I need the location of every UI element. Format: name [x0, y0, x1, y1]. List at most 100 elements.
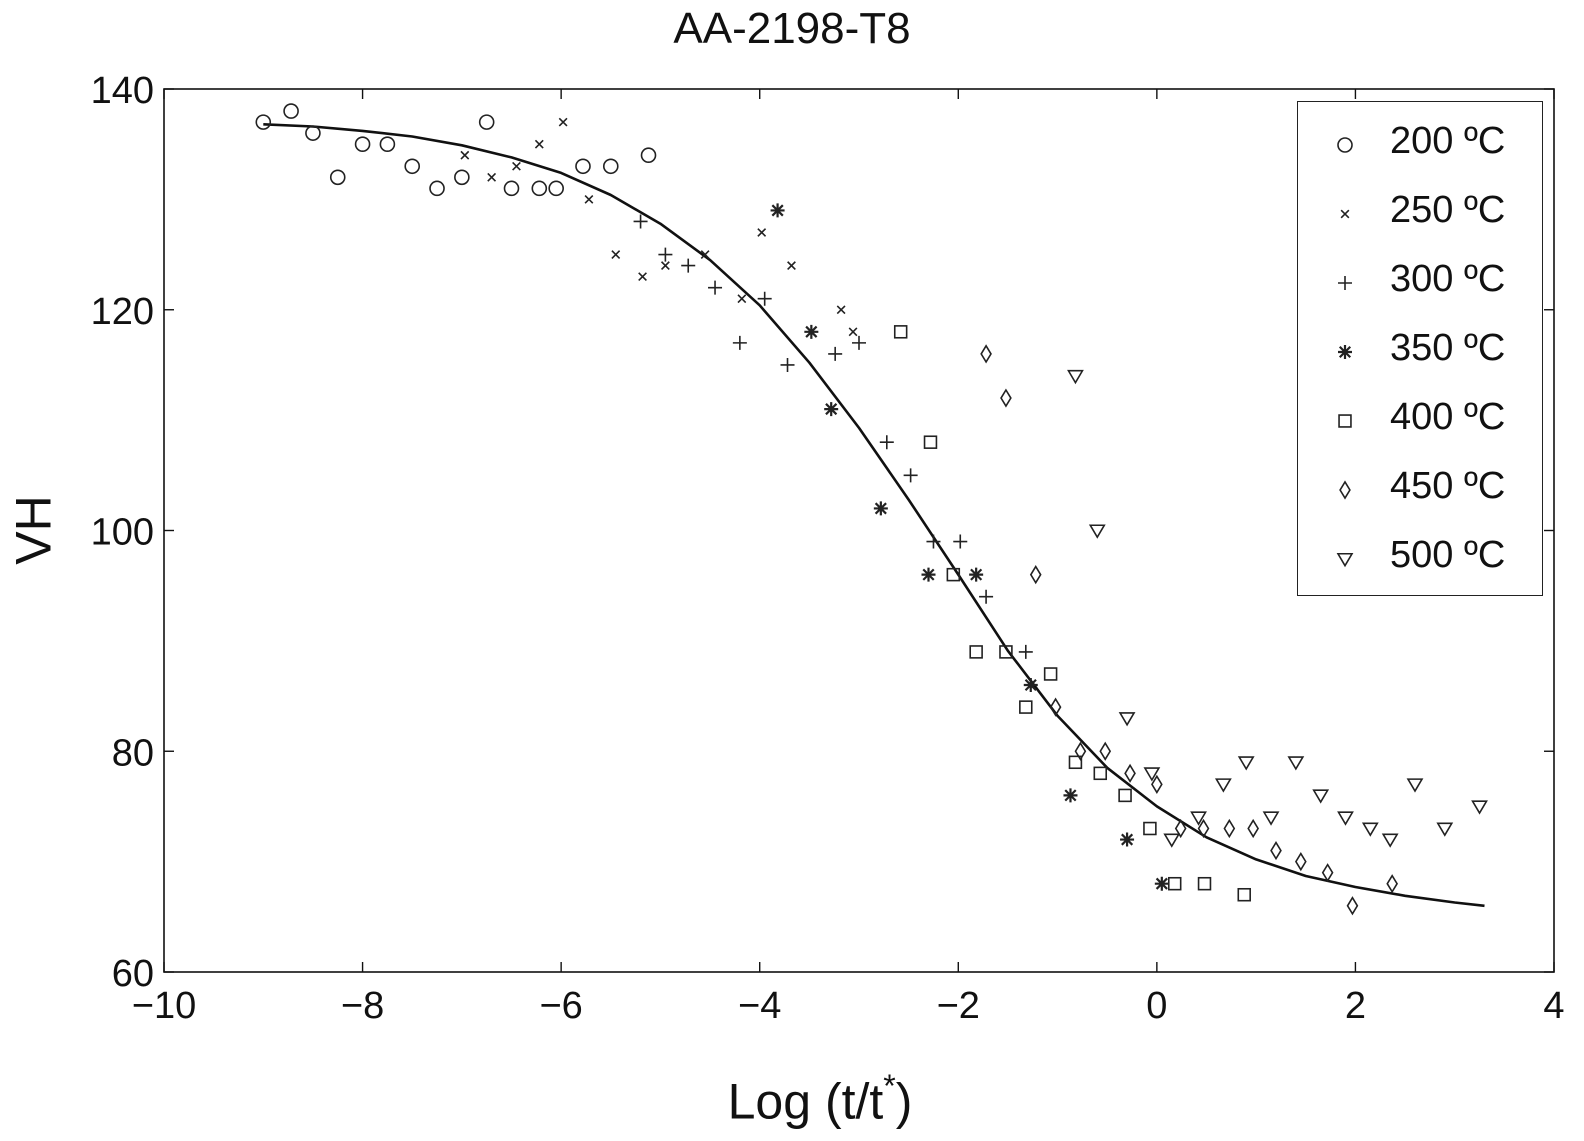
data-point-diamond — [1270, 840, 1282, 861]
data-point-square — [923, 435, 938, 449]
data-point-x — [737, 294, 747, 304]
data-point-square — [1167, 876, 1182, 891]
data-point-triangle-down — [1214, 778, 1232, 793]
legend-entry-500: 500 ºC — [1298, 528, 1544, 588]
data-point-diamond — [1197, 818, 1210, 839]
data-point-x — [584, 194, 594, 204]
data-point-x — [558, 117, 568, 127]
data-point-diamond — [1074, 741, 1087, 761]
data-point-diamond — [980, 344, 992, 364]
data-point-plus — [953, 534, 968, 549]
data-point-square — [893, 325, 908, 339]
legend-plus-marker-icon — [1338, 276, 1352, 290]
data-point-square — [1118, 788, 1132, 803]
data-point-circle — [354, 136, 371, 152]
data-point-plus — [926, 534, 941, 549]
y-axis-title: VH — [4, 490, 64, 570]
legend-label-450: 450 ºC — [1390, 465, 1506, 507]
series-star — [770, 203, 1169, 891]
data-point-diamond — [1294, 852, 1307, 872]
data-point-plus — [757, 291, 772, 306]
data-point-x — [848, 327, 858, 337]
legend-label-400: 400 ºC — [1390, 396, 1506, 438]
legend-label-250: 250 ºC — [1390, 189, 1506, 231]
data-point-star — [1063, 788, 1078, 803]
data-point-square — [1197, 876, 1212, 891]
data-point-square — [946, 567, 961, 582]
data-point-triangle-down — [1471, 800, 1488, 815]
data-point-circle — [305, 125, 321, 141]
data-point-circle — [531, 180, 548, 197]
data-point-plus — [879, 435, 894, 450]
data-point-plus — [852, 335, 866, 350]
x-tick-label: −10 — [132, 985, 196, 1027]
data-point-star — [1154, 876, 1169, 891]
data-point-circle — [503, 180, 520, 197]
data-point-square — [999, 645, 1013, 659]
legend-marker-shape — [1339, 480, 1351, 500]
data-point-triangle-down — [1088, 524, 1106, 539]
data-point-circle — [429, 180, 445, 197]
data-point-star — [824, 402, 839, 417]
x-tick-label: −6 — [539, 985, 582, 1027]
legend-star-marker-icon — [1338, 345, 1352, 359]
data-point-triangle-down — [1406, 778, 1424, 793]
data-point-plus — [780, 357, 795, 372]
y-tick-label: 80 — [112, 732, 154, 774]
y-tick-label: 140 — [91, 70, 154, 112]
data-point-triangle-down — [1287, 756, 1305, 771]
legend-entry-400: 400 ºC — [1298, 390, 1544, 450]
data-point-x — [757, 228, 767, 237]
chart-title: AA-2198-T8 — [673, 4, 911, 53]
data-point-circle — [329, 169, 346, 186]
legend-x-marker-icon — [1340, 209, 1350, 219]
legend-entry-350: 350 ºC — [1298, 321, 1544, 381]
data-point-triangle-down — [1143, 767, 1161, 782]
data-point-triangle-down — [1312, 789, 1330, 804]
legend-label-300: 300 ºC — [1390, 258, 1506, 300]
data-point-x — [611, 250, 621, 259]
data-point-plus — [1018, 644, 1033, 659]
data-point-circle — [404, 158, 421, 175]
data-point-plus — [681, 258, 696, 273]
data-point-circle — [640, 147, 657, 164]
data-point-x — [660, 261, 670, 271]
data-point-square — [1019, 700, 1033, 714]
data-point-square — [1237, 887, 1251, 902]
y-tick-label: 60 — [112, 953, 154, 995]
data-points — [255, 103, 1488, 916]
data-point-diamond — [1174, 818, 1187, 839]
data-point-diamond — [1124, 763, 1136, 783]
fit-curve — [263, 123, 1485, 908]
legend-triangle-down-marker-icon — [1336, 552, 1354, 568]
data-point-plus — [979, 589, 994, 604]
series-x — [460, 117, 858, 337]
x-axis-title-end: ) — [895, 1073, 913, 1130]
data-point-x — [836, 305, 846, 315]
legend-entry-300: 300 ºC — [1298, 252, 1544, 312]
x-tick-label: 4 — [1543, 985, 1564, 1027]
legend-circle-marker-icon — [1337, 137, 1353, 153]
data-point-x — [700, 250, 710, 259]
data-point-triangle-down — [1163, 833, 1181, 848]
fit-curve-layer — [263, 123, 1485, 908]
data-point-plus — [732, 335, 747, 350]
legend-entry-250: 250 ºC — [1298, 183, 1544, 243]
data-point-diamond — [1386, 874, 1398, 894]
data-point-x — [460, 150, 470, 160]
data-point-circle — [548, 180, 564, 197]
data-point-triangle-down — [1262, 811, 1280, 826]
legend-square-marker-icon — [1338, 414, 1352, 428]
legend-label-200: 200 ºC — [1390, 120, 1506, 162]
x-tick-label: −4 — [738, 985, 781, 1027]
data-point-diamond — [1247, 818, 1259, 839]
data-point-triangle-down — [1190, 811, 1207, 826]
series-triangle-down — [1067, 369, 1488, 848]
legend: 200 ºC 250 ºC 300 ºC 350 ºC 400 ºC 450 º… — [1297, 101, 1543, 596]
data-point-plus — [658, 247, 673, 262]
data-point-triangle-down — [1436, 822, 1454, 837]
tick-marks: −10 −8 −6 −4 −2 0 2 4 60 80 100 120 140 — [91, 70, 1565, 1027]
legend-marker-shape — [1338, 345, 1352, 359]
data-point-circle — [575, 158, 591, 175]
